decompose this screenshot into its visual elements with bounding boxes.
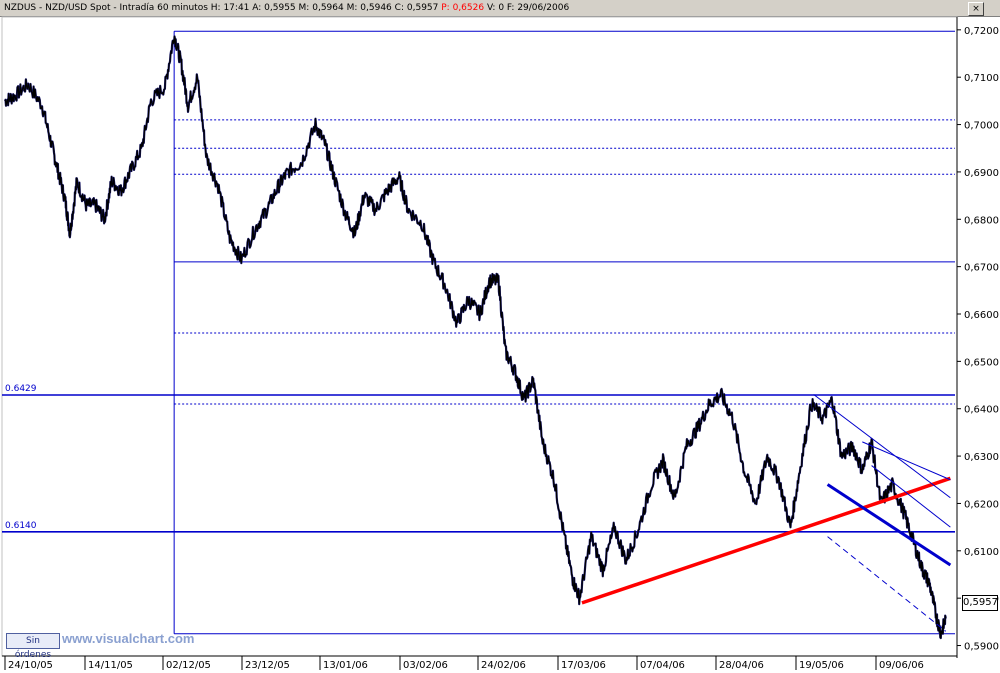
- time-value: 17:41: [223, 3, 250, 13]
- channel-line: [827, 536, 947, 632]
- last-price-marker: 0,5957: [962, 595, 998, 611]
- p-value: 0,6526: [452, 3, 485, 13]
- y-tick-label: 0,6100: [964, 547, 999, 558]
- time-axis: 24/10/05 14/11/05 02/12/05 23/12/05 13/01/06…: [4, 656, 924, 671]
- high-value: 0,5964: [312, 3, 344, 13]
- x-tick-label: 23/12/05: [245, 660, 290, 671]
- low-label: M:: [346, 3, 358, 13]
- volume-label: V:: [486, 3, 496, 13]
- low-value: 0,5946: [360, 3, 392, 13]
- y-tick-label: 0,5900: [964, 642, 999, 653]
- p-label: P:: [441, 3, 450, 13]
- watermark: www.visualchart.com: [62, 631, 195, 646]
- trend-lines: [581, 394, 952, 632]
- y-tick-label: 0,6300: [964, 452, 999, 463]
- plot-area: [1, 16, 958, 657]
- fibonacci-levels: [173, 30, 955, 635]
- x-tick-label: 02/12/05: [166, 660, 211, 671]
- x-tick-label: 03/02/06: [403, 660, 448, 671]
- volume-value: 0: [498, 3, 505, 13]
- support-trend-line: [581, 476, 951, 605]
- y-tick-label: 0,6600: [964, 310, 999, 321]
- y-tick-label: 0,6800: [964, 215, 999, 226]
- channel-line: [813, 394, 951, 499]
- y-tick-label: 0,6900: [964, 168, 999, 179]
- x-tick-label: 13/01/06: [323, 660, 368, 671]
- y-tick-label: 0,7000: [964, 121, 999, 132]
- level-label: 0.6140: [5, 521, 37, 531]
- high-label: M:: [298, 3, 310, 13]
- x-tick-label: 09/06/06: [879, 660, 924, 671]
- x-tick-label: 14/11/05: [88, 660, 133, 671]
- channel-line: [862, 441, 951, 481]
- x-tick-label: 07/04/06: [640, 660, 685, 671]
- instrument-title: NZDUS - NZD/USD Spot - Intradía 60 minut…: [4, 3, 208, 13]
- close-label: C:: [394, 3, 404, 13]
- price-line: [4, 35, 947, 639]
- close-value: 0,5957: [406, 3, 439, 13]
- y-tick-label: 0,6200: [964, 499, 999, 510]
- window-title: NZDUS - NZD/USD Spot - Intradía 60 minut…: [4, 1, 569, 15]
- x-tick-label: 24/02/06: [481, 660, 526, 671]
- open-value: 0,5955: [264, 3, 296, 13]
- channel-line: [826, 483, 952, 567]
- date-value: 29/06/2006: [517, 3, 570, 13]
- channel-line: [871, 465, 951, 528]
- level-label: 0.6429: [5, 384, 37, 394]
- x-tick-label: 28/04/06: [719, 660, 764, 671]
- x-tick-label: 19/05/06: [799, 660, 844, 671]
- open-label: A:: [252, 3, 262, 13]
- y-tick-label: 0,7200: [964, 26, 999, 37]
- y-tick-label: 0,7100: [964, 73, 999, 84]
- price-axis: 0,7200 0,7100 0,7000 0,6900 0,6800 0,6700 0,66…: [957, 26, 999, 653]
- x-tick-label: 24/10/05: [8, 660, 53, 671]
- y-tick-label: 0,6400: [964, 405, 999, 416]
- time-label: H:: [210, 3, 221, 13]
- date-label: F:: [506, 3, 515, 13]
- orders-button[interactable]: Sin órdenes: [6, 633, 60, 660]
- y-tick-label: 0,6700: [964, 263, 999, 274]
- y-tick-label: 0,6500: [964, 357, 999, 368]
- x-tick-label: 17/03/06: [561, 660, 606, 671]
- close-button[interactable]: ×: [968, 2, 984, 16]
- price-series: [3, 35, 947, 640]
